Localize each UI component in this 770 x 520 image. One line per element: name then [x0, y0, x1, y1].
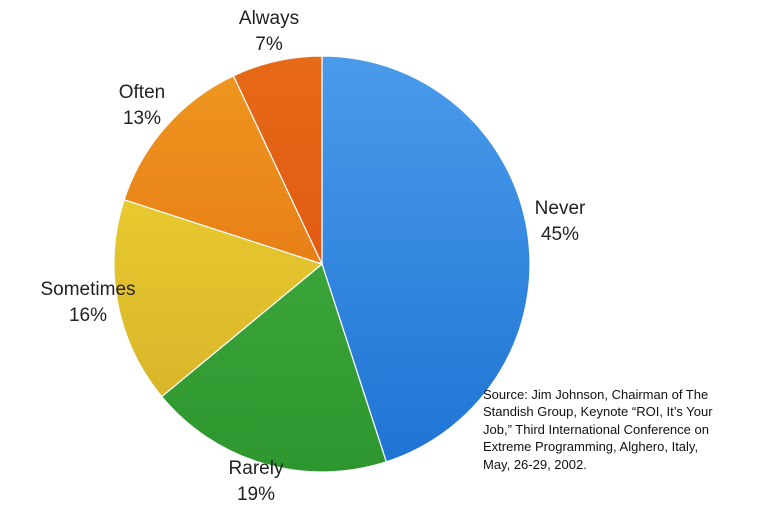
pie-slice-sometimes	[113, 198, 324, 398]
slice-value-label: 13%	[123, 108, 161, 129]
pie-labels: Never 45% Rarely 19% Sometimes 16% Often 13% Alw…	[40, 8, 586, 505]
source-line: Standish Group, Keynote “ROI, It’s Your	[483, 404, 713, 420]
source-line: Extreme Programming, Alghero, Italy,	[483, 439, 699, 455]
slice-label: Sometimes	[40, 279, 135, 300]
source-line: May, 26-29, 2002.	[483, 456, 587, 472]
pie-slice-never	[321, 55, 531, 463]
pie-slices	[113, 55, 531, 473]
pie-slice-always	[232, 55, 323, 265]
source-line: Job,” Third International Conference on	[483, 421, 709, 437]
slice-value-label: 7%	[255, 34, 283, 55]
slice-value-label: 19%	[237, 484, 275, 505]
source-line: Source: Jim Johnson, Chairman of The	[483, 387, 709, 402]
slice-value-label: 45%	[541, 224, 579, 245]
slice-label: Never	[535, 198, 586, 219]
source-note: Source: Jim Johnson, Chairman of The Sta…	[483, 386, 768, 473]
slice-label: Rarely	[229, 458, 284, 479]
slice-label: Often	[119, 82, 165, 103]
pie-slice-rarely	[160, 262, 388, 473]
slice-label: Always	[239, 8, 299, 29]
slice-value-label: 16%	[69, 305, 107, 326]
pie-slice-often	[123, 75, 324, 265]
